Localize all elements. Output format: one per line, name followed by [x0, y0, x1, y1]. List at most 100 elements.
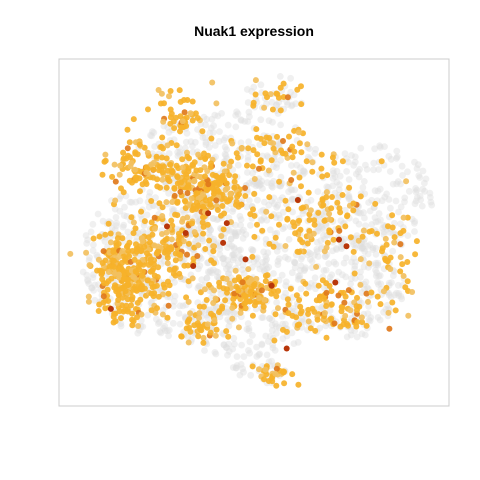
expressing-cell [196, 303, 203, 310]
background-cell [245, 138, 253, 146]
background-cell [101, 238, 109, 245]
expressing-cell [296, 174, 303, 181]
background-cell [245, 197, 253, 204]
expressing-cell [182, 198, 189, 205]
background-cell [237, 139, 245, 147]
expressing-cell [171, 265, 178, 272]
expressing-cell [226, 163, 233, 170]
chart-title: Nuak1 expression [194, 23, 314, 39]
expressing-cell [239, 279, 246, 286]
background-cell [203, 115, 211, 123]
expressing-cell [160, 239, 166, 246]
expressing-cell [205, 181, 212, 188]
expressing-cell [149, 267, 156, 274]
background-cell [247, 221, 254, 229]
expressing-cell [252, 91, 259, 98]
background-cell [120, 221, 128, 229]
expressing-cell [413, 238, 420, 245]
background-cell [266, 315, 274, 322]
background-cell [300, 267, 308, 275]
background-cell [395, 290, 403, 297]
background-cell [232, 230, 239, 238]
background-cell [329, 175, 337, 182]
high-expression-cell [343, 243, 350, 250]
expressing-cell [242, 305, 249, 312]
background-cell [213, 216, 221, 224]
expressing-cell [359, 233, 366, 240]
background-cell [156, 318, 163, 326]
background-cell [319, 226, 327, 233]
background-cell [234, 110, 242, 118]
background-cell [290, 258, 298, 266]
background-cell [235, 247, 243, 254]
background-cell [231, 228, 239, 236]
background-cell [231, 340, 238, 348]
expressing-cell [309, 159, 316, 166]
background-cell [113, 219, 121, 227]
expressing-cell [303, 158, 310, 165]
high-expression-cell [223, 220, 230, 227]
background-cell [383, 190, 390, 198]
expressing-cell [197, 181, 204, 188]
expressing-cell [166, 266, 173, 273]
expressing-cell [231, 184, 238, 191]
background-cell [294, 338, 302, 346]
expressing-cell [323, 334, 330, 341]
expressing-cell [150, 159, 157, 166]
expressing-cell [259, 227, 266, 234]
background-cell [385, 279, 393, 287]
background-cell [411, 219, 418, 227]
expressing-cell [111, 263, 117, 270]
background-cell [233, 362, 241, 369]
expressing-cell [138, 311, 145, 318]
background-cell [206, 269, 214, 276]
expressing-cell [133, 248, 140, 255]
expressing-cell [180, 215, 186, 222]
expressing-cell [151, 242, 158, 249]
background-cell [364, 284, 371, 292]
background-cell [357, 144, 365, 152]
background-cell [257, 216, 265, 224]
expressing-cell [323, 194, 330, 201]
background-cell [91, 296, 99, 304]
expressing-cell [249, 253, 256, 260]
background-cell [206, 226, 214, 234]
background-cell [353, 333, 361, 341]
background-cell [225, 263, 232, 270]
expressing-cell [201, 286, 208, 293]
background-cell [226, 261, 233, 268]
expressing-cell [99, 260, 106, 266]
expressing-cell [405, 312, 412, 319]
expressing-cell [404, 278, 411, 285]
expressing-cell [85, 293, 92, 300]
expressing-cell [387, 266, 394, 272]
expressing-cell [151, 214, 158, 221]
background-cell [224, 244, 232, 252]
expressing-cell [268, 290, 275, 297]
background-cell [265, 201, 273, 209]
background-cell [284, 255, 292, 263]
background-cell [229, 256, 237, 264]
expressing-cell [144, 277, 151, 284]
expressing-cell [120, 149, 127, 156]
background-cell [351, 262, 359, 270]
background-cell [273, 101, 280, 109]
expressing-cell [213, 100, 220, 107]
expressing-cell [146, 239, 153, 246]
expressing-cell [176, 87, 183, 94]
expressing-cell [116, 171, 123, 178]
background-cell [237, 116, 245, 124]
expressing-cell [112, 282, 118, 289]
expressing-cell [255, 295, 262, 301]
background-cell [230, 254, 238, 262]
background-cell [413, 165, 421, 172]
background-cell [263, 265, 271, 273]
background-cell [412, 188, 420, 196]
expressing-cell [118, 315, 124, 322]
background-cell [244, 118, 252, 125]
expressing-cell [206, 281, 212, 288]
expressing-cell [403, 178, 410, 185]
background-cell [189, 142, 196, 150]
background-cell [83, 271, 91, 279]
expressing-cell [167, 161, 174, 168]
